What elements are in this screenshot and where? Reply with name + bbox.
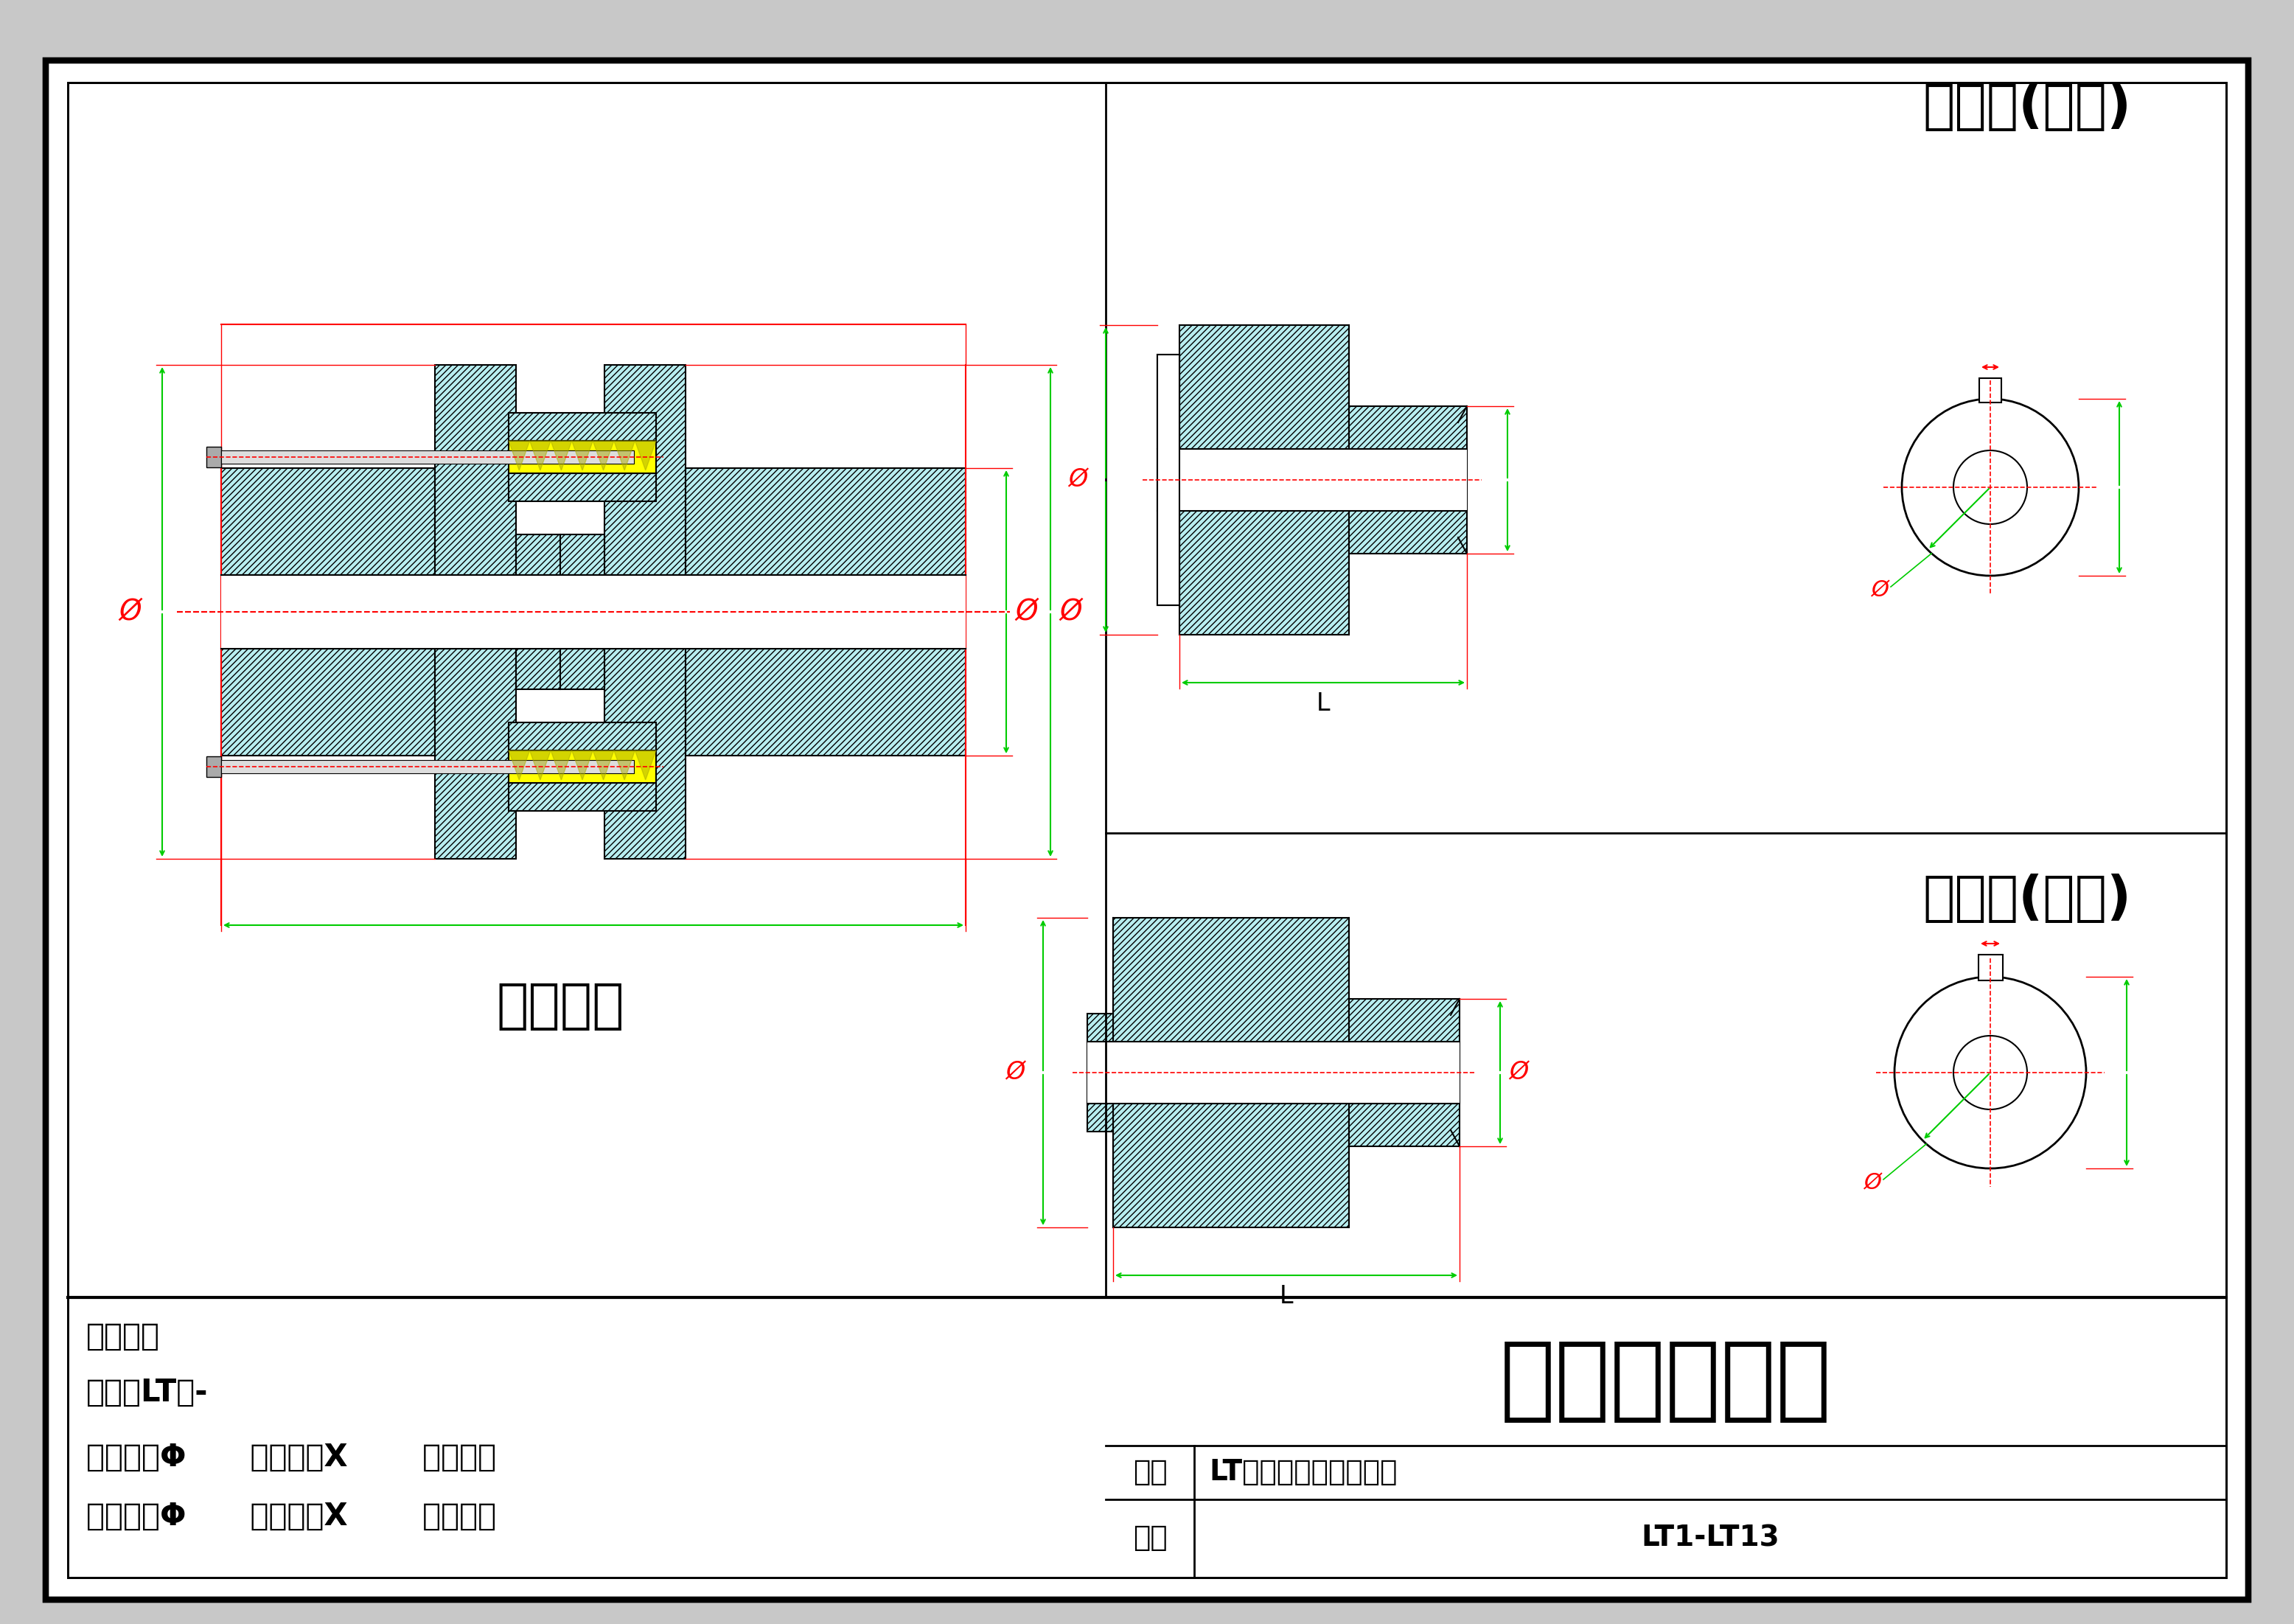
Bar <box>560 534 603 689</box>
Bar <box>603 365 686 859</box>
Text: Ø: Ø <box>1005 1060 1025 1085</box>
Bar <box>220 450 633 464</box>
Bar <box>516 534 560 689</box>
Text: 从动端(厚盘): 从动端(厚盘) <box>1922 874 2131 924</box>
Bar <box>686 468 966 755</box>
Polygon shape <box>551 750 571 780</box>
Polygon shape <box>571 750 592 780</box>
Bar <box>206 447 220 468</box>
Text: Ø: Ø <box>1509 1060 1528 1085</box>
Polygon shape <box>530 440 551 471</box>
Circle shape <box>1954 450 2028 525</box>
Text: LT1-LT13: LT1-LT13 <box>1640 1523 1780 1553</box>
Polygon shape <box>509 750 530 780</box>
Text: L: L <box>1280 1285 1294 1307</box>
Bar <box>220 760 633 773</box>
Bar <box>509 473 656 502</box>
Bar <box>1087 1041 1459 1104</box>
Text: Ø: Ø <box>1069 468 1087 492</box>
Text: 泊头友谊机械: 泊头友谊机械 <box>1500 1337 1833 1426</box>
Bar <box>1980 378 2000 403</box>
Polygon shape <box>635 440 656 471</box>
Bar <box>1156 354 1179 606</box>
Text: 外形尺寸: 外形尺寸 <box>496 981 624 1031</box>
Text: 名称: 名称 <box>1133 1458 1168 1486</box>
Text: 从动端：Φ      （孔径）X       （孔长）: 从动端：Φ （孔径）X （孔长） <box>87 1501 496 1531</box>
Text: Ø: Ø <box>1863 1173 1881 1194</box>
Bar <box>1977 955 2003 981</box>
Bar <box>206 757 220 776</box>
Polygon shape <box>635 750 656 780</box>
Bar <box>509 412 656 440</box>
Polygon shape <box>615 750 635 780</box>
Bar <box>1349 999 1459 1147</box>
Bar <box>1156 354 1179 606</box>
Polygon shape <box>571 440 592 471</box>
Text: Ø: Ø <box>1014 598 1037 625</box>
Bar <box>220 575 966 648</box>
Bar <box>1349 406 1466 554</box>
Text: 主动端(薄盘): 主动端(薄盘) <box>1922 81 2131 132</box>
Bar <box>220 468 436 755</box>
Text: L: L <box>1317 692 1331 716</box>
Bar <box>436 365 516 859</box>
Text: LT型弹性套柱销联轴器: LT型弹性套柱销联轴器 <box>1209 1458 1397 1486</box>
Text: Ø: Ø <box>1060 598 1083 625</box>
Bar <box>1179 325 1349 635</box>
Bar <box>509 723 656 750</box>
Text: Ø: Ø <box>119 598 142 625</box>
Bar <box>1087 1013 1113 1132</box>
Polygon shape <box>592 440 615 471</box>
Circle shape <box>1954 1036 2028 1109</box>
Circle shape <box>1902 400 2078 577</box>
Polygon shape <box>615 440 635 471</box>
Text: 文字标注: 文字标注 <box>87 1322 161 1353</box>
Bar <box>509 440 656 473</box>
Polygon shape <box>509 440 530 471</box>
Bar <box>509 750 656 783</box>
Bar <box>509 783 656 810</box>
Text: 型号：LT型-: 型号：LT型- <box>87 1377 209 1408</box>
Polygon shape <box>592 750 615 780</box>
Text: 适用: 适用 <box>1133 1523 1168 1553</box>
Text: 主动端：Φ      （孔径）X       （孔长）: 主动端：Φ （孔径）X （孔长） <box>87 1442 496 1473</box>
Bar <box>220 575 966 648</box>
Polygon shape <box>530 750 551 780</box>
Text: Ø: Ø <box>1872 580 1888 601</box>
Bar <box>1179 448 1466 512</box>
Polygon shape <box>551 440 571 471</box>
Circle shape <box>1895 976 2085 1168</box>
Bar <box>1113 918 1349 1228</box>
